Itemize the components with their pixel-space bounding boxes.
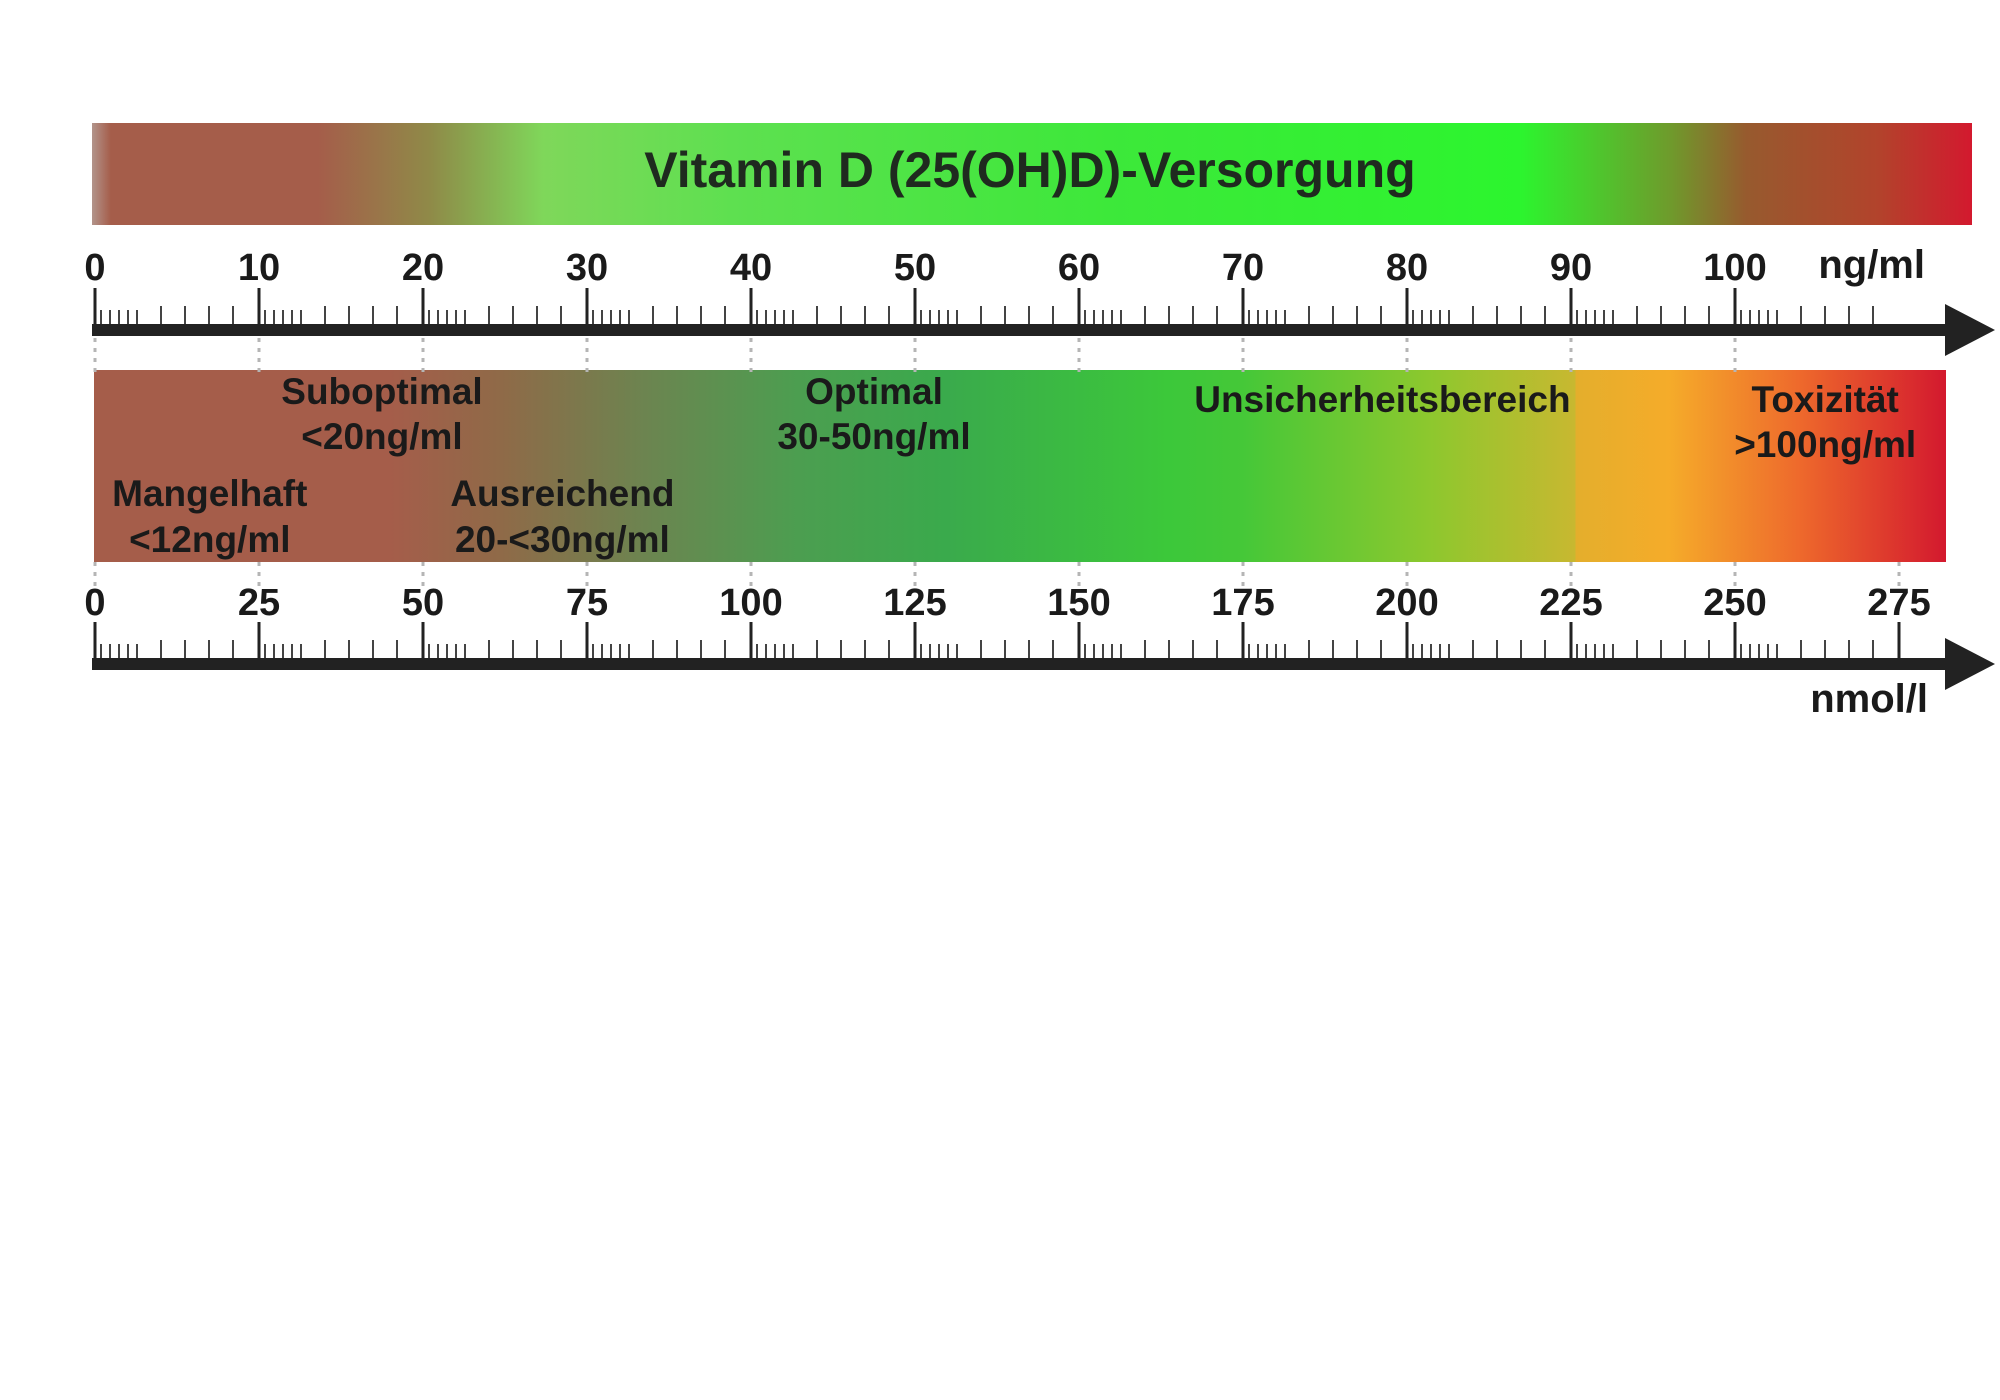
zone-range: >100ng/ml [1734,424,1916,465]
ngml-tick-label: 10 [238,247,280,289]
zone-name: Ausreichend [450,473,674,514]
nmol-tick-label: 275 [1867,582,1930,624]
diagram-title: Vitamin D (25(OH)D)-Versorgung [644,142,1415,198]
ngml-tick-label: 50 [894,247,936,289]
ngml-tick-label: 40 [730,247,772,289]
ngml-axis-arrowhead [1945,304,1995,356]
nmol-tick-label: 125 [883,582,946,624]
zone-label-unsicherheitsbereich: Unsicherheitsbereich [1194,379,1570,420]
nmol-axis-arrowhead [1945,638,1995,690]
nmol-tick-label: 250 [1703,582,1766,624]
ngml-tick-label: 60 [1058,247,1100,289]
ngml-tick-label: 80 [1386,247,1428,289]
zone-label-ausreichend: Ausreichend 20-<30ng/ml [450,473,674,560]
zone-range: 20-<30ng/ml [455,519,670,560]
title-band [92,123,1972,225]
nmol-tick-label: 175 [1211,582,1274,624]
zone-range: <12ng/ml [129,519,290,560]
nmol-tick-label: 200 [1375,582,1438,624]
nmol-tick-label: 225 [1539,582,1602,624]
ngml-tick-label: 100 [1703,247,1766,289]
nmol-axis-line [92,658,1955,670]
zone-label-toxizitaet: Toxizität>100ng/ml [1734,379,1916,465]
ngml-tick-label: 90 [1550,247,1592,289]
zone-name: Toxizität [1752,379,1899,420]
nmol-tick-label: 25 [238,582,280,624]
nmol-tick-label: 150 [1047,582,1110,624]
nmol-unit-label: nmol/l [1810,677,1928,721]
nmol-tick-label: 50 [402,582,444,624]
nmol-tick-label: 75 [566,582,608,624]
zone-range: 30-50ng/ml [777,416,970,457]
ngml-axis-line [92,324,1955,336]
ngml-tick-label: 30 [566,247,608,289]
nmol-tick-label: 0 [84,582,105,624]
ngml-tick-label: 70 [1222,247,1264,289]
zone-label-suboptimal: Suboptimal<20ng/ml [281,371,482,457]
zone-range: <20ng/ml [301,416,462,457]
zone-name: Unsicherheitsbereich [1194,379,1570,420]
zone-name: Mangelhaft [112,473,307,514]
ngml-tick-label: 0 [84,247,105,289]
zone-label-mangelhaft: Mangelhaft <12ng/ml [112,473,307,560]
zone-band [94,370,1946,562]
ngml-tick-label: 20 [402,247,444,289]
nmol-tick-label: 100 [719,582,782,624]
ngml-unit-label: ng/ml [1818,243,1925,287]
zone-name: Optimal [805,371,943,412]
zone-name: Suboptimal [281,371,482,412]
